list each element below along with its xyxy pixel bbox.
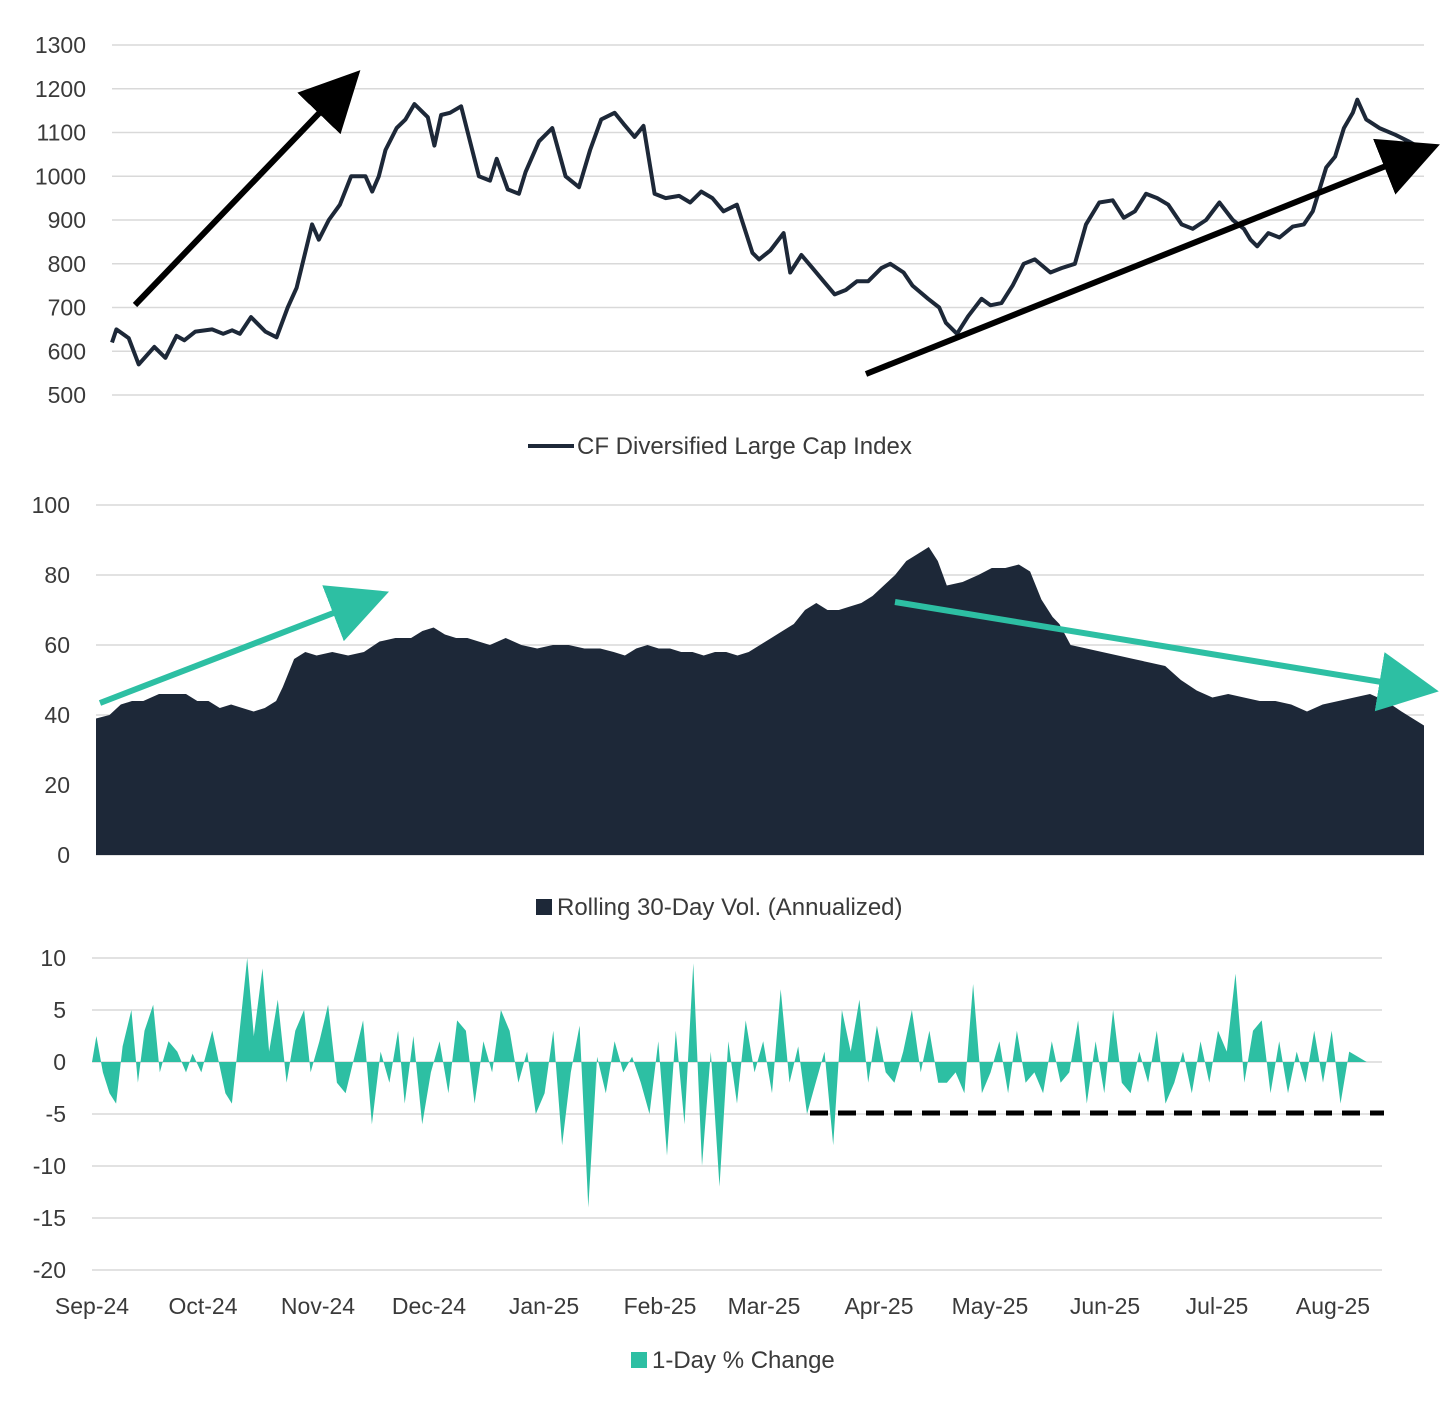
volatility-area xyxy=(96,547,1424,855)
bottom-x-tick-label: Sep-24 xyxy=(55,1293,129,1319)
bottom-chart-panel: 10 5 0 -5 -10 -15 -20 Sep-24 Oct-24 Nov-24 Dec-24… xyxy=(33,945,1384,1374)
top-y-tick-label: 1300 xyxy=(35,32,86,58)
bottom-y-tick-label: -10 xyxy=(33,1153,66,1179)
bottom-y-tick-label: 5 xyxy=(53,997,66,1023)
bottom-x-tick-label: Oct-24 xyxy=(168,1293,237,1319)
top-y-tick-label: 500 xyxy=(48,382,86,408)
bottom-x-tick-labels: Sep-24 Oct-24 Nov-24 Dec-24 Jan-25 Feb-25 Mar-… xyxy=(55,1293,1370,1319)
bottom-legend-swatch xyxy=(631,1352,647,1368)
top-y-tick-label: 1000 xyxy=(35,163,86,189)
middle-y-tick-labels: 100 80 60 40 20 0 xyxy=(32,492,70,868)
top-y-tick-label: 1100 xyxy=(37,120,86,146)
middle-y-tick-label: 20 xyxy=(44,772,70,798)
middle-legend-swatch xyxy=(536,899,552,915)
top-legend-label: CF Diversified Large Cap Index xyxy=(577,433,912,460)
top-arrow-1 xyxy=(132,70,361,308)
bottom-y-tick-label: -5 xyxy=(46,1101,66,1127)
top-arrow-2 xyxy=(864,138,1440,377)
bottom-x-tick-label: Jan-25 xyxy=(509,1293,579,1319)
middle-legend: Rolling 30-Day Vol. (Annualized) xyxy=(536,894,903,921)
bottom-legend-label: 1-Day % Change xyxy=(652,1347,835,1374)
bottom-legend: 1-Day % Change xyxy=(631,1347,835,1374)
middle-y-tick-label: 100 xyxy=(32,492,70,518)
top-chart-panel: 1300 1200 1100 1000 900 800 700 600 500 CF Diver… xyxy=(35,32,1440,460)
bottom-x-tick-label: Apr-25 xyxy=(844,1293,913,1319)
bottom-x-tick-label: Nov-24 xyxy=(281,1293,355,1319)
top-y-tick-label: 900 xyxy=(48,207,86,233)
bottom-x-tick-label: Dec-24 xyxy=(392,1293,466,1319)
top-y-tick-label: 800 xyxy=(48,251,86,277)
mid-arrow-1 xyxy=(98,585,389,706)
bottom-y-tick-label: 10 xyxy=(40,945,66,971)
top-y-tick-label: 1200 xyxy=(35,76,86,102)
middle-legend-label: Rolling 30-Day Vol. (Annualized) xyxy=(557,894,903,921)
bottom-y-tick-label: -15 xyxy=(33,1205,66,1231)
middle-y-tick-label: 40 xyxy=(44,702,70,728)
top-y-tick-label: 600 xyxy=(48,338,86,364)
mid-arrow-2 xyxy=(894,599,1439,712)
middle-chart-panel: 100 80 60 40 20 0 Rolling 30-Day Vol. (Annual… xyxy=(32,492,1439,921)
bottom-y-tick-label: -20 xyxy=(33,1257,66,1283)
top-y-tick-label: 700 xyxy=(48,295,86,321)
middle-y-tick-label: 60 xyxy=(44,632,70,658)
bottom-x-tick-label: Feb-25 xyxy=(624,1293,697,1319)
bottom-x-tick-label: Jul-25 xyxy=(1186,1293,1249,1319)
bottom-x-tick-label: Mar-25 xyxy=(728,1293,801,1319)
daily-change-area xyxy=(92,958,1382,1208)
bottom-y-tick-label: 0 xyxy=(53,1049,66,1075)
bottom-x-tick-label: Aug-25 xyxy=(1296,1293,1370,1319)
bottom-x-tick-label: Jun-25 xyxy=(1070,1293,1140,1319)
index-line xyxy=(110,97,1425,367)
bottom-y-tick-labels: 10 5 0 -5 -10 -15 -20 xyxy=(33,945,66,1283)
top-legend: CF Diversified Large Cap Index xyxy=(528,433,912,460)
bottom-x-tick-label: May-25 xyxy=(952,1293,1029,1319)
top-gridlines xyxy=(112,44,1424,396)
top-y-tick-labels: 1300 1200 1100 1000 900 800 700 600 500 xyxy=(35,32,86,408)
middle-y-tick-label: 0 xyxy=(57,842,70,868)
middle-y-tick-label: 80 xyxy=(44,562,70,588)
